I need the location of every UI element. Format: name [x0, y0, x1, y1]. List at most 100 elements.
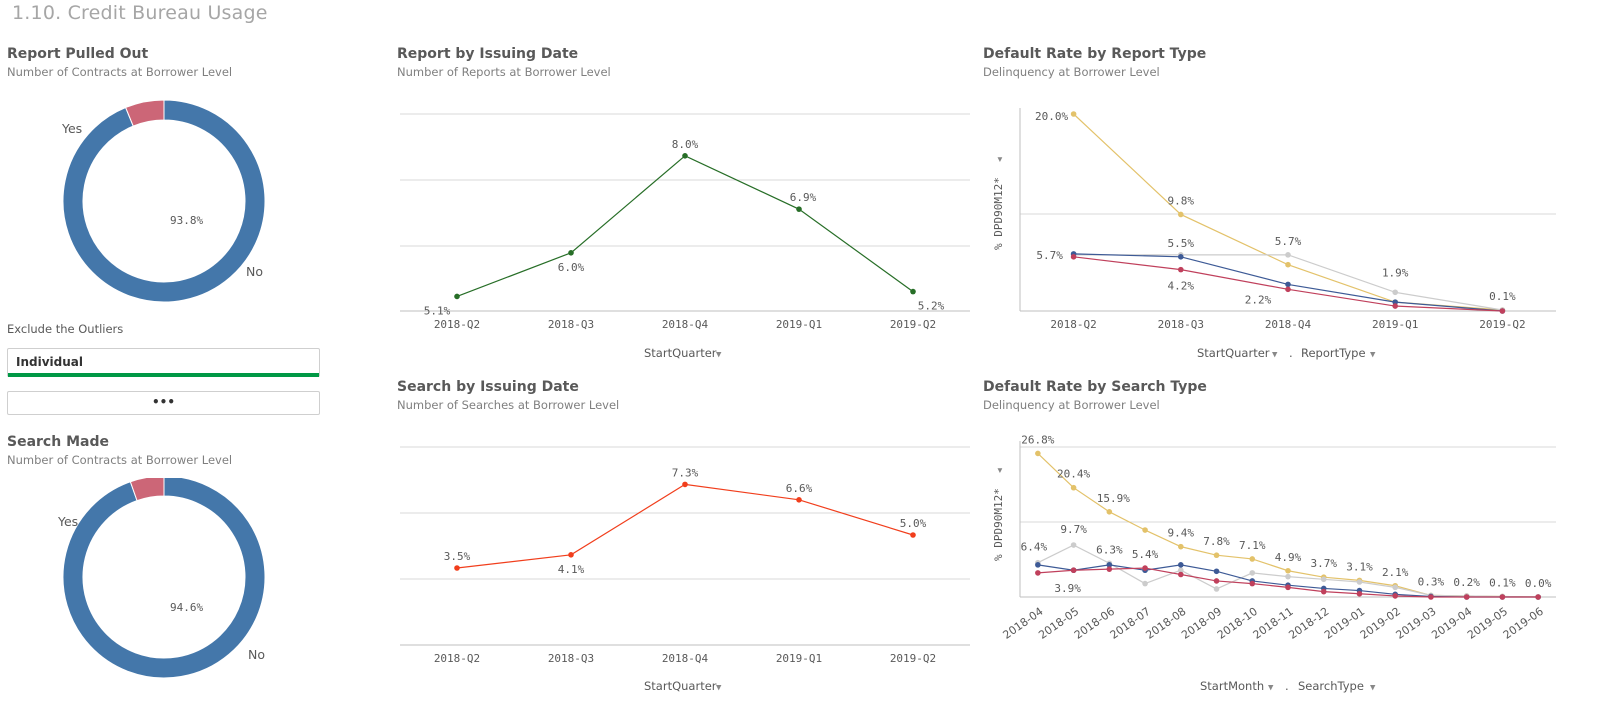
- data-point[interactable]: [1213, 568, 1220, 575]
- data-point[interactable]: [1285, 286, 1291, 293]
- data-point[interactable]: [1428, 594, 1434, 600]
- report-pulled-donut[interactable]: 93.8% Yes No: [0, 90, 330, 310]
- dimension-dropdown-icon[interactable]: ▼: [1272, 350, 1278, 360]
- data-point[interactable]: [1070, 484, 1077, 491]
- dimension-dropdown-icon[interactable]: ▼: [716, 350, 722, 360]
- data-point[interactable]: [1285, 252, 1291, 258]
- data-point[interactable]: [454, 293, 460, 300]
- data-point[interactable]: [1499, 308, 1506, 314]
- data-point[interactable]: [1035, 562, 1041, 568]
- data-point[interactable]: [1356, 579, 1363, 585]
- default-by-search-panel[interactable]: Default Rate by Search Type Delinquency …: [983, 379, 1207, 412]
- dimension-label-1[interactable]: StartQuarter: [1197, 346, 1270, 360]
- data-point[interactable]: [1178, 543, 1184, 550]
- dimension-dropdown-icon[interactable]: ▼: [1268, 683, 1274, 693]
- more-options-button[interactable]: •••: [7, 391, 320, 415]
- data-point[interactable]: [1320, 588, 1327, 595]
- dimension-label[interactable]: StartQuarter: [644, 346, 717, 360]
- donut-chart[interactable]: [62, 478, 266, 679]
- data-point[interactable]: [1285, 584, 1291, 591]
- data-point[interactable]: [1178, 567, 1184, 574]
- data-point[interactable]: [1356, 590, 1363, 597]
- default-by-search-chart[interactable]: % DPD90M12* ◀ 2018-042018-052018-062018-…: [980, 423, 1580, 713]
- data-point[interactable]: [1213, 552, 1220, 559]
- dimension-label-2[interactable]: ReportType: [1301, 346, 1366, 360]
- series-line-0[interactable]: [456, 483, 914, 569]
- data-point[interactable]: [682, 481, 688, 488]
- data-point[interactable]: [682, 153, 688, 159]
- data-point[interactable]: [1106, 562, 1113, 568]
- search-made-donut[interactable]: 94.6% Yes No: [0, 478, 330, 698]
- default-by-report-chart[interactable]: % DPD90M12* ◀ 2018-Q2 2018-Q3 2018-Q4 2019-…: [980, 90, 1580, 370]
- data-point[interactable]: [910, 288, 916, 295]
- dimension-dropdown-icon[interactable]: ▼: [716, 683, 722, 693]
- measure-label[interactable]: % DPD90M12*: [992, 177, 1005, 250]
- data-point[interactable]: [796, 497, 802, 503]
- data-point[interactable]: [568, 250, 574, 256]
- default-by-report-panel[interactable]: Default Rate by Report Type Delinquency …: [983, 46, 1206, 79]
- data-point[interactable]: [1320, 576, 1327, 583]
- data-point[interactable]: [1142, 527, 1148, 533]
- data-point[interactable]: [910, 532, 916, 538]
- line-chart[interactable]: 2018-042018-052018-062018-072018-082018-…: [1000, 433, 1556, 642]
- data-point[interactable]: [1392, 584, 1398, 591]
- line-chart[interactable]: 2018-Q2 2018-Q3 2018-Q4 2019-Q1 2019-Q2 5.1% 6…: [400, 113, 970, 331]
- data-point[interactable]: [1285, 567, 1291, 574]
- dimension-label-1[interactable]: StartMonth: [1200, 679, 1264, 693]
- filter-selection-box[interactable]: Individual: [7, 348, 320, 377]
- dimension-dropdown-icon[interactable]: ▼: [1370, 350, 1376, 360]
- data-point[interactable]: [1035, 450, 1041, 457]
- data-point[interactable]: [1285, 261, 1291, 268]
- data-point[interactable]: [1285, 573, 1291, 580]
- measure-label[interactable]: % DPD90M12*: [992, 488, 1005, 561]
- data-point[interactable]: [1070, 111, 1077, 117]
- data-point[interactable]: [1106, 509, 1113, 515]
- data-point[interactable]: [1142, 580, 1148, 587]
- donut-slice-yes[interactable]: [129, 478, 165, 502]
- donut-slice-no[interactable]: [62, 478, 266, 679]
- data-point[interactable]: [1392, 299, 1398, 305]
- data-point[interactable]: [1178, 571, 1184, 578]
- data-point[interactable]: [1178, 266, 1184, 273]
- dimension-label-2[interactable]: SearchType: [1298, 679, 1364, 693]
- donut-chart[interactable]: [62, 99, 266, 303]
- measure-dropdown-icon[interactable]: ◀: [995, 157, 1004, 162]
- report-by-date-panel[interactable]: Report by Issuing Date Number of Reports…: [397, 46, 611, 79]
- data-point[interactable]: [1070, 567, 1077, 574]
- data-point[interactable]: [1392, 289, 1398, 296]
- data-point[interactable]: [1142, 565, 1148, 571]
- dimension-dropdown-icon[interactable]: ▼: [1370, 683, 1376, 693]
- data-point[interactable]: [1463, 594, 1470, 600]
- data-point[interactable]: [796, 206, 802, 212]
- dimension-label[interactable]: StartQuarter: [644, 679, 717, 693]
- data-point[interactable]: [1535, 594, 1541, 600]
- series-line-0[interactable]: [456, 155, 914, 298]
- report-pulled-panel[interactable]: Report Pulled Out Number of Contracts at…: [7, 46, 232, 79]
- measure-label-group[interactable]: % DPD90M12* ◀: [992, 157, 1005, 250]
- data-point[interactable]: [1070, 542, 1077, 548]
- data-point[interactable]: [568, 552, 574, 558]
- data-point[interactable]: [1070, 254, 1077, 260]
- data-point[interactable]: [1178, 254, 1184, 260]
- measure-dropdown-icon[interactable]: ◀: [995, 468, 1004, 473]
- series-line-0[interactable]: [1073, 113, 1503, 311]
- donut-slice-yes[interactable]: [124, 99, 165, 127]
- report-by-date-chart[interactable]: 2018-Q2 2018-Q3 2018-Q4 2019-Q1 2019-Q2 5.1% 6…: [390, 90, 980, 370]
- donut-slice-no[interactable]: [62, 99, 266, 303]
- data-point[interactable]: [1035, 570, 1041, 576]
- data-point[interactable]: [1106, 566, 1113, 572]
- data-point[interactable]: [1249, 556, 1256, 562]
- measure-label-group[interactable]: % DPD90M12* ◀: [992, 468, 1005, 561]
- data-point[interactable]: [454, 565, 460, 571]
- data-point[interactable]: [1392, 593, 1398, 599]
- line-chart[interactable]: 2018-Q2 2018-Q3 2018-Q4 2019-Q1 2019-Q2 20.0%…: [1019, 108, 1556, 331]
- data-point[interactable]: [1178, 211, 1184, 218]
- filter-value[interactable]: Individual: [16, 355, 83, 369]
- data-point[interactable]: [1249, 580, 1256, 587]
- data-point[interactable]: [1499, 594, 1506, 600]
- data-point[interactable]: [1392, 303, 1398, 309]
- search-made-panel[interactable]: Search Made Number of Contracts at Borro…: [7, 434, 232, 467]
- search-by-date-chart[interactable]: 2018-Q2 2018-Q3 2018-Q4 2019-Q1 2019-Q2 3.5% 4…: [390, 423, 980, 703]
- data-point[interactable]: [1285, 281, 1291, 288]
- line-chart[interactable]: 2018-Q2 2018-Q3 2018-Q4 2019-Q1 2019-Q2 3.5% 4…: [400, 446, 970, 665]
